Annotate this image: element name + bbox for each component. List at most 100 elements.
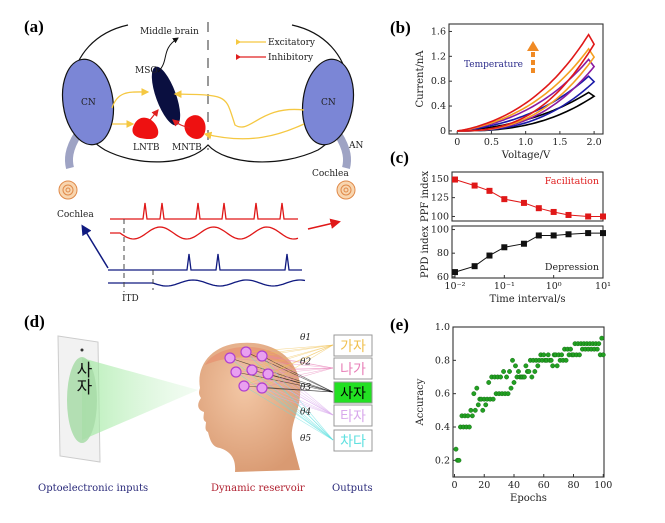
x-tick-label: 10⁻² [445, 281, 466, 292]
series-line [454, 232, 603, 273]
plot-frame [452, 326, 605, 478]
reservoir-connection [267, 367, 334, 375]
data-point [453, 446, 459, 452]
panel-a: (a) Middle brain Excitatory Inhibitory M… [24, 17, 363, 304]
panel-d: (d) 사자 가자 θ1 나가 θ2 사자 θ3 타자 θ4 차다 θ5 Optoelectron… [24, 312, 373, 494]
data-point [471, 391, 477, 397]
reservoir-connection [261, 367, 334, 389]
reservoir-connection [235, 371, 334, 416]
data-point [600, 352, 606, 358]
data-point [451, 176, 458, 183]
mntb-nucleus [184, 115, 206, 139]
y-tick-label: 0.2 [435, 455, 450, 466]
output-label: 차다 [340, 434, 366, 450]
theta-label: θ3 [300, 383, 311, 393]
panel-e: (e) 0.2 0.4 0.6 0.8 1.0 0 20 40 60 80 100 Epochs Acc… [390, 315, 612, 504]
y-tick-label: 0.6 [435, 389, 450, 400]
data-point [456, 457, 462, 463]
reservoir-neuron [238, 380, 250, 392]
reservoir-connection [243, 385, 334, 441]
reservoir-connection [243, 344, 334, 387]
data-point [523, 363, 529, 369]
data-point [548, 357, 554, 363]
ppd-chart: 60 80 100 10⁻² 10⁻¹ 10⁰ 10¹ Time interval/s PPD … [420, 225, 611, 305]
x-tick-label: 0 [451, 480, 457, 491]
data-point [466, 424, 472, 430]
reservoir-connection [235, 371, 334, 441]
series-annotation: Depression [545, 262, 599, 273]
x-tick-label: 60 [538, 480, 550, 491]
cochlea-right-icon [336, 180, 356, 200]
data-point [529, 374, 535, 380]
output-label: 나가 [340, 362, 366, 378]
data-point [469, 413, 475, 419]
data-point [535, 363, 541, 369]
data-point [486, 187, 493, 194]
reservoir-connection [261, 344, 334, 357]
reservoir-connection [251, 344, 334, 371]
y-tick-label: 0.4 [431, 101, 446, 112]
x-tick-label: 80 [567, 480, 579, 491]
y-tick-label: 80 [437, 248, 449, 259]
data-point [554, 363, 560, 369]
x-tick-label: 1.5 [552, 137, 567, 148]
data-point [505, 391, 511, 397]
x-tick-label: 10⁰ [546, 281, 562, 292]
data-point [468, 407, 474, 413]
pin-icon [80, 348, 84, 352]
itd-label: ITD [122, 294, 139, 304]
data-point [465, 413, 471, 419]
iv-chart: 0 0.4 0.8 1.2 1.6 0 0.5 1.0 1.5 2.0 Voltage/V Curre… [415, 23, 604, 161]
cochlea-left-icon [58, 180, 78, 200]
data-point [513, 363, 518, 369]
middle-brain-arrow [157, 37, 179, 73]
data-point [526, 369, 532, 374]
iv-loop [457, 75, 596, 132]
data-point [565, 231, 572, 238]
caption-inputs: Optoelectronic inputs [38, 483, 148, 494]
inhibitory-path [149, 109, 159, 121]
theta-label: θ4 [300, 408, 311, 418]
x-tick-label: 20 [478, 480, 490, 491]
data-point [535, 205, 542, 212]
reservoir-neuron [240, 346, 252, 358]
reservoir-connection [229, 357, 334, 393]
data-point [483, 402, 489, 408]
panel-e-label: (e) [390, 315, 409, 334]
reservoir-connection [267, 373, 334, 416]
data-point [486, 252, 493, 259]
reservoir-neuron [246, 364, 258, 376]
reservoir-connection [261, 355, 334, 369]
blue-arrow [81, 224, 109, 269]
x-tick-label: 10⁻¹ [494, 281, 515, 292]
data-point [498, 374, 504, 380]
data-point [520, 199, 527, 206]
reservoir-connection [261, 387, 334, 393]
y-tick-label: 100 [431, 225, 449, 236]
reservoir-neuron [224, 352, 236, 364]
panel-d-label: (d) [24, 312, 45, 331]
red-membrane-trace [110, 226, 299, 240]
cn-right-label: CN [321, 98, 336, 108]
x-axis-label: Time interval/s [489, 294, 565, 305]
cn-left-nucleus [61, 58, 115, 146]
an-right [334, 131, 351, 169]
outputs-list: 가자 θ1 나가 θ2 사자 θ3 타자 θ4 차다 θ5 [300, 333, 373, 452]
data-point [535, 232, 542, 239]
theta-label: θ5 [300, 434, 311, 444]
y-axis-label: Current/nA [415, 50, 426, 108]
an-label: AN [348, 141, 363, 151]
excitatory-path [203, 123, 305, 140]
data-point [486, 380, 492, 385]
series-annotation: Facilitation [545, 176, 599, 187]
data-point [585, 213, 592, 220]
reservoir-connection [261, 355, 334, 393]
output-box [333, 381, 373, 404]
data-point [563, 357, 569, 363]
plot-frame [451, 171, 604, 222]
reservoir-neuron [230, 366, 242, 378]
reservoir-connection [261, 387, 334, 416]
reservoir-connection [261, 355, 334, 416]
